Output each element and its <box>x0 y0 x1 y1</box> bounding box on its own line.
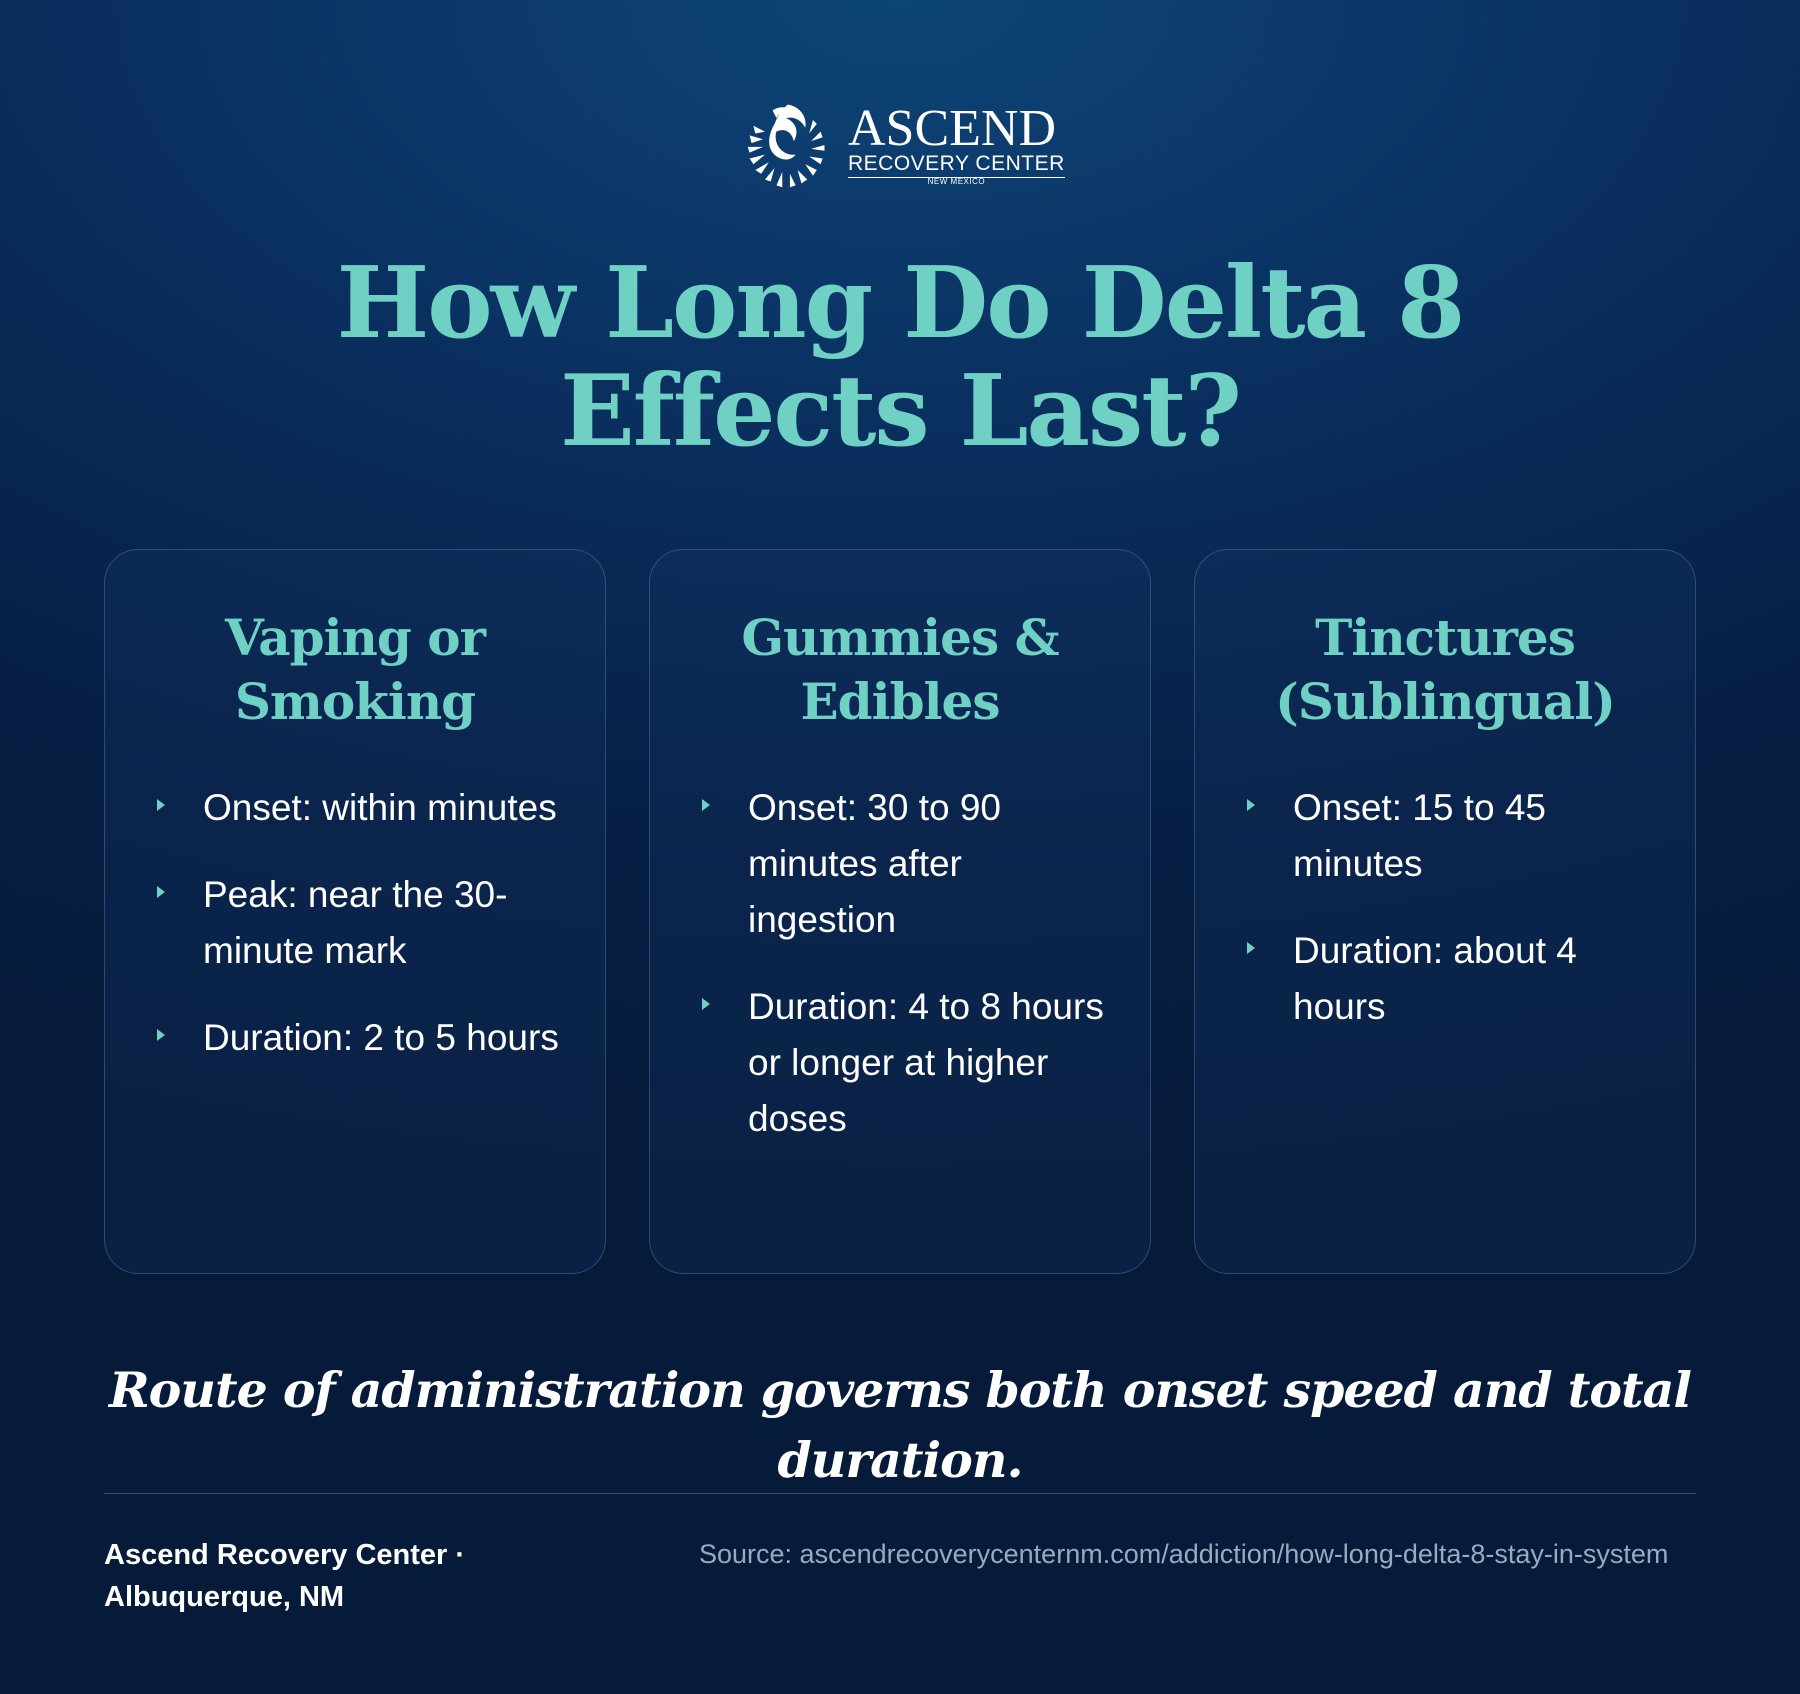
list-item-text: Duration: 2 to 5 hours <box>203 1017 559 1058</box>
list-item-text: Peak: near the 30-minute mark <box>203 874 508 971</box>
list-item-text: Duration: 4 to 8 hours or longer at high… <box>748 986 1104 1139</box>
list-item: Duration: 2 to 5 hours <box>145 1010 565 1066</box>
chevron-right-icon <box>157 799 165 811</box>
list-item-text: Onset: within minutes <box>203 787 557 828</box>
list-item: Peak: near the 30-minute mark <box>145 867 565 979</box>
list-item: Onset: within minutes <box>145 780 565 836</box>
chevron-right-icon <box>1247 799 1255 811</box>
card-title: Gummies & Edibles <box>741 608 1059 731</box>
card-item-list: Onset: 15 to 45 minutes Duration: about … <box>1235 780 1655 1035</box>
list-item-text: Duration: about 4 hours <box>1293 930 1577 1027</box>
list-item: Duration: 4 to 8 hours or longer at high… <box>690 979 1110 1147</box>
chevron-right-icon <box>157 886 165 898</box>
card-title: Vaping or Smoking <box>225 608 486 731</box>
list-item-text: Onset: 15 to 45 minutes <box>1293 787 1547 884</box>
phoenix-logo-icon <box>747 104 825 188</box>
chevron-right-icon <box>1247 942 1255 954</box>
brand-subtitle: RECOVERY CENTER <box>848 152 1065 178</box>
tagline: Route of administration governs both ons… <box>108 1361 1692 1489</box>
chevron-right-icon <box>157 1029 165 1041</box>
footer-source: Source: ascendrecoverycenternm.com/addic… <box>699 1539 1669 1569</box>
page-title: How Long Do Delta 8 Effects Last? <box>336 246 1466 469</box>
card-item-list: Onset: within minutes Peak: near the 30-… <box>145 780 565 1066</box>
list-item-text: Onset: 30 to 90 minutes after ingestion <box>748 787 1002 940</box>
card-grid: Vaping or Smoking Onset: within minutes … <box>104 549 1696 1276</box>
list-item: Duration: about 4 hours <box>1235 923 1655 1035</box>
brand-region: NEW MEXICO <box>927 176 986 186</box>
list-item: Onset: 15 to 45 minutes <box>1235 780 1655 892</box>
brand-logo: ASCEND RECOVERY CENTER NEW MEXICO <box>740 95 1070 195</box>
list-item: Onset: 30 to 90 minutes after ingestion <box>690 780 1110 948</box>
card-item-list: Onset: 30 to 90 minutes after ingestion … <box>690 780 1110 1147</box>
footer-divider <box>104 1493 1696 1494</box>
card-tinctures: Tinctures (Sublingual) Onset: 15 to 45 m… <box>1194 549 1696 1274</box>
card-title: Tinctures (Sublingual) <box>1275 608 1616 731</box>
chevron-right-icon <box>702 998 710 1010</box>
footer-organization: Ascend Recovery Center · Albuquerque, NM <box>104 1539 466 1613</box>
card-vaping: Vaping or Smoking Onset: within minutes … <box>104 549 606 1274</box>
brand-name: ASCEND <box>848 99 1057 157</box>
chevron-right-icon <box>702 799 710 811</box>
card-gummies: Gummies & Edibles Onset: 30 to 90 minute… <box>649 549 1151 1274</box>
